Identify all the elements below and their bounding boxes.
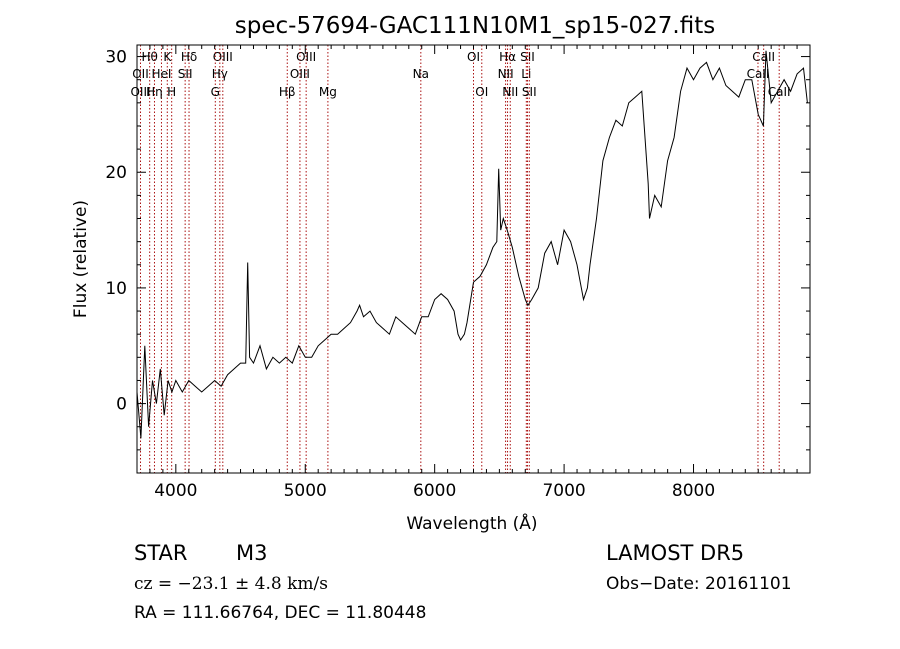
object-subclass: M3 xyxy=(236,541,268,565)
y-tick-label: 20 xyxy=(105,163,127,183)
spectral-line-label: OIII xyxy=(130,85,150,99)
y-tick-label: 0 xyxy=(116,395,127,415)
survey-name: LAMOST DR5 xyxy=(606,541,745,565)
spectral-line-label: Hθ xyxy=(141,50,157,64)
spectral-line-label: OIII xyxy=(290,67,310,81)
spectral-line-label: Hγ xyxy=(212,67,228,81)
x-tick-label: 5000 xyxy=(284,481,327,501)
y-axis-label: Flux (relative) xyxy=(71,200,91,318)
spectral-line-label: Hβ xyxy=(279,85,296,99)
spectral-line-label: SII xyxy=(178,67,193,81)
y-tick-label: 10 xyxy=(105,279,127,299)
spectral-line-label: Hα xyxy=(499,50,516,64)
spectral-line-label: CaII xyxy=(752,50,775,64)
spectral-line-label: OIII xyxy=(296,50,316,64)
spectral-line-label: OI xyxy=(475,85,488,99)
x-tick-label: 7000 xyxy=(542,481,585,501)
y-tick-label: 30 xyxy=(105,48,127,68)
spectral-line-label: Li xyxy=(521,67,531,81)
spectral-line-label: K xyxy=(163,50,172,64)
axes xyxy=(136,44,811,474)
spectral-line-label: HeI xyxy=(151,67,171,81)
x-tick-label: 4000 xyxy=(154,481,197,501)
spectral-line-label: NII xyxy=(502,85,518,99)
spectral-line-label: OI xyxy=(467,50,480,64)
spectrum-series-line xyxy=(136,50,808,439)
spectral-line-label: CaII xyxy=(768,85,791,99)
spectral-line-label: Hδ xyxy=(181,50,197,64)
spectral-line-label: SII xyxy=(520,50,535,64)
spectral-line-label: H xyxy=(167,85,176,99)
observation-date: Obs−Date: 20161101 xyxy=(606,574,792,594)
object-class: STAR xyxy=(134,541,188,565)
spectral-line-label: Hη xyxy=(146,85,163,99)
spectral-line-label: SII xyxy=(522,85,537,99)
chart-title: spec-57694-GAC111N10M1_sp15-027.fits xyxy=(235,13,715,39)
x-axis-label: Wavelength (Å) xyxy=(406,512,537,534)
series-layer xyxy=(136,50,808,439)
sky-coordinates: RA = 111.66764, DEC = 11.80448 xyxy=(134,603,427,623)
x-tick-label: 6000 xyxy=(413,481,456,501)
redshift-velocity: cz = −23.1 ± 4.8 km/s xyxy=(134,574,328,594)
x-tick-label: 8000 xyxy=(672,481,715,501)
spectral-line-label: G xyxy=(211,85,220,99)
spectral-line-label: Na xyxy=(413,67,429,81)
spectral-line-label: OIII xyxy=(213,50,233,64)
tick-labels: 4000 5000 6000 7000 8000 0 10 20 30 xyxy=(105,48,715,501)
spectral-line-label: CaII xyxy=(747,67,770,81)
spectral-line-label: Mg xyxy=(319,85,337,99)
spectral-line-label: NII xyxy=(498,67,514,81)
